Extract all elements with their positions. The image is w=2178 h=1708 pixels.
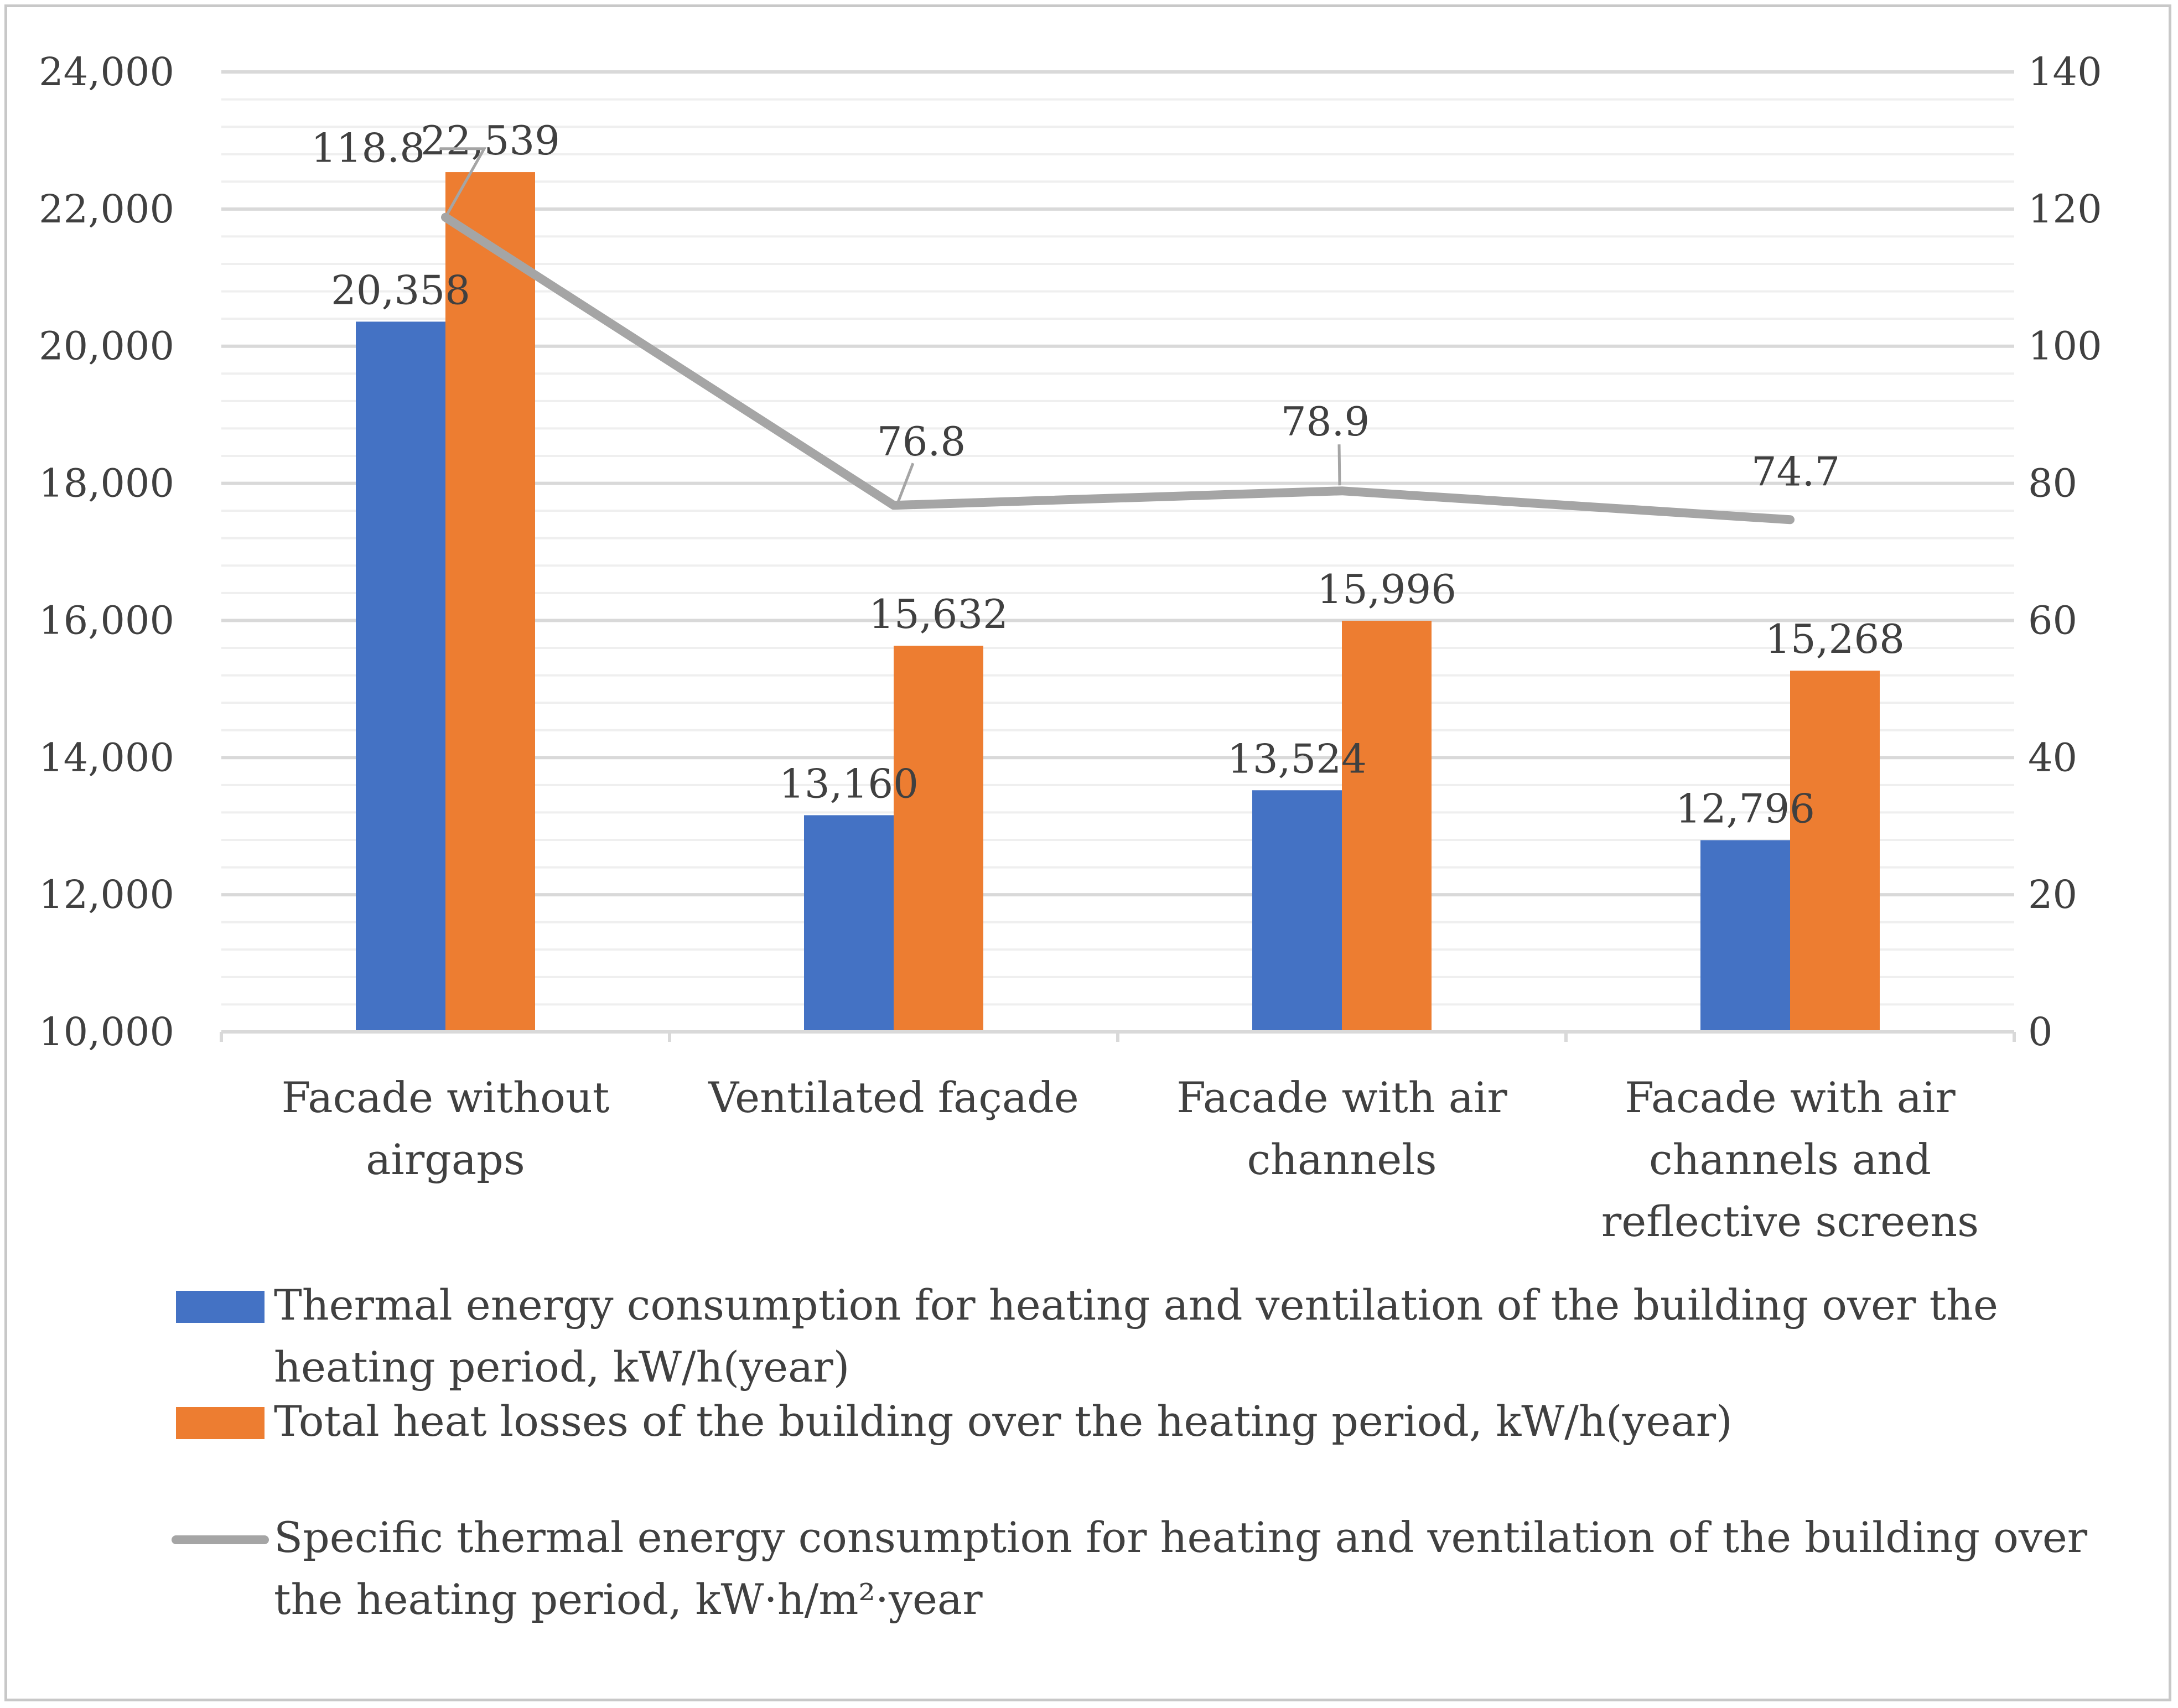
right-axis-tick-label: 140 [2028, 49, 2102, 95]
bar-data-label: 13,160 [779, 760, 919, 807]
bar-data-label: 15,996 [1317, 566, 1456, 612]
left-axis-tick-label: 10,000 [39, 1009, 174, 1055]
left-axis-tick-label: 14,000 [39, 735, 174, 780]
legend-entry-text: Specific thermal energy consumption for … [274, 1513, 2088, 1562]
legend-entry-text: the heating period, kW·h/m²·year [274, 1575, 983, 1624]
legend: Thermal energy consumption for heating a… [172, 1280, 2088, 1624]
category-label: reflective screens [1601, 1197, 1979, 1246]
line-data-label: 78.9 [1281, 398, 1370, 445]
bar-heat-losses [1342, 620, 1432, 1032]
bar-heat-losses [445, 172, 535, 1032]
axes: 10,000 12,000 14,000 16,000 18,000 20,000 22,0… [39, 49, 2102, 1246]
right-axis-tick-label: 80 [2028, 461, 2077, 506]
legend-entry-text: Total heat losses of the building over t… [274, 1396, 1733, 1446]
legend-entry-text: heating period, kW/h(year) [274, 1342, 849, 1392]
category-label: Facade with air [1176, 1073, 1507, 1122]
label-leader-line [440, 147, 487, 218]
left-axis-tick-label: 12,000 [39, 872, 174, 917]
category-label: Facade with air [1625, 1073, 1956, 1122]
right-axis-tick-label: 120 [2028, 186, 2102, 232]
bar-thermal-energy [1700, 840, 1790, 1032]
left-axis-tick-label: 24,000 [39, 49, 174, 95]
data-labels: 20,358 13,160 13,524 12,796 22,539 15,632 15,9… [311, 117, 1905, 832]
bar-data-label: 22,539 [421, 117, 560, 164]
line-series [441, 212, 1795, 525]
legend-entry-text: Thermal energy consumption for heating a… [274, 1280, 1998, 1330]
bar-data-label: 15,268 [1765, 616, 1905, 662]
legend-swatch [176, 1291, 265, 1323]
label-leader-line [896, 463, 915, 503]
label-leader-line [1337, 444, 1341, 486]
category-label: airgaps [366, 1135, 525, 1184]
line-data-label: 118.8 [311, 125, 425, 172]
category-label: channels and [1649, 1135, 1931, 1184]
bar-heat-losses [1790, 671, 1880, 1032]
left-axis-tick-label: 16,000 [39, 598, 174, 643]
bar-data-label: 13,524 [1227, 735, 1367, 782]
right-axis-tick-label: 60 [2028, 598, 2077, 643]
category-label: channels [1247, 1135, 1437, 1184]
bars [356, 172, 1880, 1032]
category-label: Ventilated façade [708, 1073, 1079, 1122]
bar-data-label: 15,632 [869, 591, 1008, 637]
right-axis-tick-label: 40 [2028, 735, 2077, 780]
line-data-label: 76.8 [877, 418, 966, 465]
bar-thermal-energy [356, 321, 445, 1032]
legend-swatch [176, 1407, 265, 1439]
category-label: Facade without [282, 1073, 610, 1122]
line-data-label: 74.7 [1751, 448, 1840, 495]
bar-data-label: 12,796 [1676, 785, 1815, 832]
left-axis-tick-label: 20,000 [39, 324, 174, 369]
line-specific-consumption [441, 212, 1795, 525]
bar-heat-losses [894, 646, 983, 1032]
left-axis-tick-label: 22,000 [39, 186, 174, 232]
right-axis-tick-label: 20 [2028, 872, 2077, 917]
bar-thermal-energy [804, 815, 894, 1032]
bar-data-label: 20,358 [331, 267, 470, 313]
right-axis-tick-label: 100 [2028, 324, 2102, 369]
right-axis-tick-label: 0 [2028, 1009, 2053, 1055]
bar-thermal-energy [1252, 790, 1342, 1032]
left-axis-tick-label: 18,000 [39, 461, 174, 506]
